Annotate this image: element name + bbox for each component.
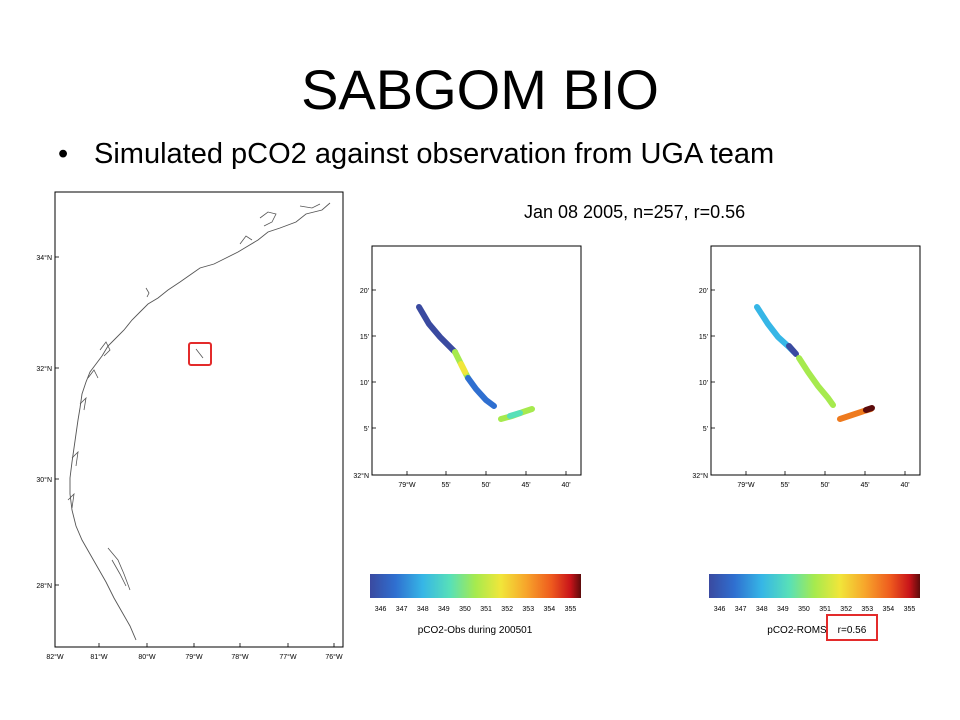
map-y-tick-label: 30°N — [36, 476, 52, 484]
coastline — [69, 202, 331, 641]
roms-track-east-tip — [863, 405, 875, 413]
obs-y-tick-label: 32°N — [353, 472, 369, 480]
obs-panel: 20'15'10'5'32°N 79°W 55' 50' 45' 40' 346 347 3… — [353, 245, 582, 636]
obs-plot-frame — [371, 245, 582, 476]
map-x-tick-label: 78°W — [231, 653, 249, 661]
slide-title: SABGOM BIO — [301, 58, 659, 121]
map-x-tick-label: 79°W — [185, 653, 203, 661]
roms-colorbar-tick-label: 347 — [735, 606, 747, 613]
obs-x-tick-label: 40' — [561, 482, 570, 489]
bullet-text: Simulated pCO2 against observation from … — [94, 138, 775, 170]
roms-x-tick-label: 79°W — [737, 481, 755, 489]
roms-colorbar-tick-label: 354 — [883, 606, 895, 613]
obs-colorbar-ticks: 346 347 348 349 350 351 352 353 354 355 — [375, 606, 577, 613]
map-x-tick-label: 76°W — [325, 653, 343, 661]
roms-colorbar-tick-label: 353 — [861, 606, 873, 613]
obs-y-axis: 20' 15' 10' 5' 32°N — [353, 288, 376, 480]
roms-y-tick-label: 20' — [699, 288, 708, 295]
obs-x-tick-label: 50' — [481, 482, 490, 489]
roms-colorbar-ticks: 346 347 348 349 350 351 352 353 354 355 — [714, 606, 916, 613]
obs-colorbar-tick-label: 346 — [375, 606, 387, 613]
roms-track-south — [796, 355, 836, 408]
map-x-tick-label: 80°W — [138, 653, 156, 661]
map-frame — [54, 191, 344, 648]
map-y-tick-label: 34°N — [36, 254, 52, 262]
roms-x-tick-label: 40' — [900, 482, 909, 489]
roms-plot-frame — [710, 245, 921, 476]
obs-colorbar-tick-label: 351 — [480, 606, 492, 613]
obs-colorbar-tick-label: 354 — [544, 606, 556, 613]
obs-colorbar-tick-label: 348 — [417, 606, 429, 613]
study-track-mini — [195, 348, 204, 359]
map-y-tick-label: 32°N — [36, 365, 52, 373]
map-y-tick-label: 28°N — [36, 582, 52, 590]
map-x-tick-label: 81°W — [90, 653, 108, 661]
shelf-contours — [107, 547, 131, 591]
roms-colorbar — [709, 574, 920, 598]
obs-x-tick-label: 45' — [521, 482, 530, 489]
obs-colorbar-tick-label: 353 — [522, 606, 534, 613]
figure-caption: Jan 08 2005, n=257, r=0.56 — [524, 202, 746, 222]
roms-colorbar-tick-label: 346 — [714, 606, 726, 613]
roms-colorbar-tick-label: 348 — [756, 606, 768, 613]
obs-x-tick-label: 79°W — [398, 481, 416, 489]
obs-x-tick-label: 55' — [441, 482, 450, 489]
correlation-highlight — [826, 614, 878, 641]
map-x-tick-label: 82°W — [46, 653, 64, 661]
obs-colorbar — [370, 574, 581, 598]
obs-track-south — [465, 375, 497, 409]
roms-x-tick-label: 55' — [780, 482, 789, 489]
obs-y-tick-label: 15' — [360, 334, 369, 341]
obs-track-mid-peak — [458, 361, 468, 375]
roms-y-tick-label: 5' — [703, 426, 708, 433]
roms-y-axis: 20' 15' 10' 5' 32°N — [692, 288, 715, 480]
obs-y-tick-label: 5' — [364, 426, 369, 433]
roms-y-tick-label: 15' — [699, 334, 708, 341]
bullet-item: • Simulated pCO2 against observation from… — [58, 136, 774, 172]
roms-colorbar-label: pCO2-ROMS — [767, 625, 827, 636]
bullet-dot-icon: • — [58, 138, 69, 170]
roms-colorbar-tick-label: 349 — [777, 606, 789, 613]
region-map: 34°N 32°N 30°N 28°N 82°W 81°W 80°W 79°W 78°W 77°… — [36, 191, 344, 661]
obs-track-north — [416, 304, 458, 355]
roms-track-knot — [786, 343, 799, 357]
obs-y-tick-label: 10' — [360, 380, 369, 387]
roms-colorbar-tick-label: 352 — [840, 606, 852, 613]
coastline-inlets — [67, 341, 111, 509]
roms-y-tick-label: 32°N — [692, 472, 708, 480]
map-x-tick-label: 77°W — [279, 653, 297, 661]
roms-x-tick-label: 45' — [860, 482, 869, 489]
obs-track-east-patch — [507, 410, 523, 419]
obs-y-tick-label: 20' — [360, 288, 369, 295]
obs-x-axis: 79°W 55' 50' 45' 40' — [398, 471, 571, 489]
obs-colorbar-tick-label: 349 — [438, 606, 450, 613]
obs-colorbar-tick-label: 347 — [396, 606, 408, 613]
coastline-detail — [239, 203, 321, 245]
roms-colorbar-tick-label: 350 — [798, 606, 810, 613]
roms-x-tick-label: 50' — [820, 482, 829, 489]
obs-colorbar-label: pCO2-Obs during 200501 — [418, 625, 533, 636]
map-y-axis: 34°N 32°N 30°N 28°N — [36, 254, 59, 590]
roms-colorbar-tick-label: 355 — [904, 606, 916, 613]
study-area-highlight — [188, 342, 212, 366]
island-outline — [145, 287, 150, 298]
obs-colorbar-tick-label: 355 — [565, 606, 577, 613]
roms-colorbar-tick-label: 351 — [819, 606, 831, 613]
obs-colorbar-tick-label: 350 — [459, 606, 471, 613]
roms-y-tick-label: 10' — [699, 380, 708, 387]
map-x-axis: 82°W 81°W 80°W 79°W 78°W 77°W 76°W — [46, 643, 343, 661]
roms-correlation-label: r=0.56 — [838, 625, 867, 636]
roms-panel: 20'15'10'5'32°N 79°W 55' 50' 45' 40' 346 347 3… — [692, 245, 921, 641]
obs-colorbar-tick-label: 352 — [501, 606, 513, 613]
roms-x-axis: 79°W 55' 50' 45' 40' — [737, 471, 910, 489]
